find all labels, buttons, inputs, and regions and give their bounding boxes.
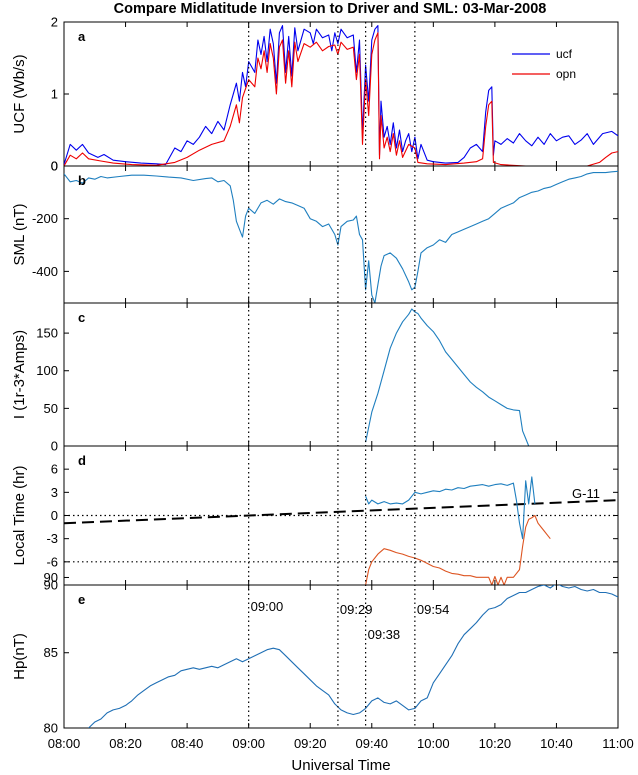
y-tick-label: 3 [51,485,58,500]
series-line-sml [64,170,618,303]
y-tick-label: 85 [44,645,58,660]
panels-group: 0 1 2 a UCF (Wb/s) ucf opn 0 -200 -400 b SML (nT) 0 5… [11,15,619,736]
panel-frame-c [63,302,619,447]
panel-letter: b [78,173,86,188]
y-axis-label: I (1r-3*Amps) [11,330,28,419]
station-label: G-11 [572,486,600,501]
x-tick-label: 09:40 [356,736,389,751]
x-tick-label: 08:40 [171,736,204,751]
event-label: 09:38 [368,627,401,642]
series-line-ucf [64,25,618,166]
chart-title: Compare Midlatitude Inversion to Driver … [114,1,547,17]
panel-b: 0 -200 -400 b SML (nT) [11,159,619,304]
y-tick-label: 90 [44,570,58,585]
series-line-g-11-track [64,499,618,525]
y-tick-label: 0 [51,159,58,174]
x-tick-label: 09:00 [232,736,265,751]
series-group-d [64,476,618,585]
y-tick-label: 2 [51,15,58,30]
panel-letter: a [78,29,86,44]
panel-a: 0 1 2 a UCF (Wb/s) ucf opn [11,15,619,174]
y-tick-label: 80 [44,721,58,736]
y-tick-label: -3 [46,531,58,546]
y-tick-label: 6 [51,462,58,477]
series-line-hp [88,585,618,728]
legend-label: ucf [556,47,573,61]
event-label: 09:29 [340,602,373,617]
series-line-blue [365,476,536,540]
x-tick-label: 08:20 [109,736,142,751]
y-tick-label: 0 [51,508,58,523]
x-axis: 08:00 08:20 08:40 09:00 09:20 09:40 10:00 10:20… [48,736,634,751]
y-tick-label: 0 [51,439,58,454]
panel-frame-b [63,165,619,304]
y-tick-label: 0 [51,159,58,174]
y-tick-label: 50 [44,401,58,416]
series-group-c [365,308,530,446]
panel-letter: d [78,453,86,468]
y-axis-label: Hp(nT) [11,633,28,680]
series-line-orange [365,514,551,585]
event-lines-group: 09:00 09:29 09:38 09:54 [248,22,450,728]
y-axis-label: Local Time (hr) [11,465,28,565]
y-tick-label: -400 [32,264,58,279]
x-tick-label: 08:00 [48,736,81,751]
y-tick-label: 100 [36,363,58,378]
series-group-b [64,170,618,303]
series-group-e [88,585,618,728]
x-tick-label: 09:20 [294,736,327,751]
y-tick-label: -6 [46,554,58,569]
y-axis-label: UCF (Wb/s) [11,54,28,133]
y-tick-label: -200 [32,211,58,226]
panel-e: 80 85 90 e Hp(nT) [11,570,619,736]
series-line-i [365,308,530,446]
panel-letter: e [78,592,85,607]
x-tick-label: 10:00 [417,736,450,751]
panel-letter: c [78,310,85,325]
series-group-a [64,25,618,166]
y-tick-label: 150 [36,326,58,341]
x-tick-label: 11:00 [602,736,634,751]
event-label: 09:00 [251,599,284,614]
y-tick-label: 1 [51,87,58,102]
x-tick-label: 10:40 [540,736,573,751]
series-line-opn [64,32,618,166]
event-label: 09:54 [417,602,450,617]
panel-frame-e [63,584,619,729]
y-axis-label: SML (nT) [11,204,28,266]
panel-c: 0 50 100 150 c I (1r-3*Amps) [11,302,619,454]
x-axis-label: Universal Time [291,757,390,774]
x-tick-label: 10:20 [479,736,512,751]
legend-label: opn [556,67,576,81]
y-tick-label: 90 [44,578,58,593]
